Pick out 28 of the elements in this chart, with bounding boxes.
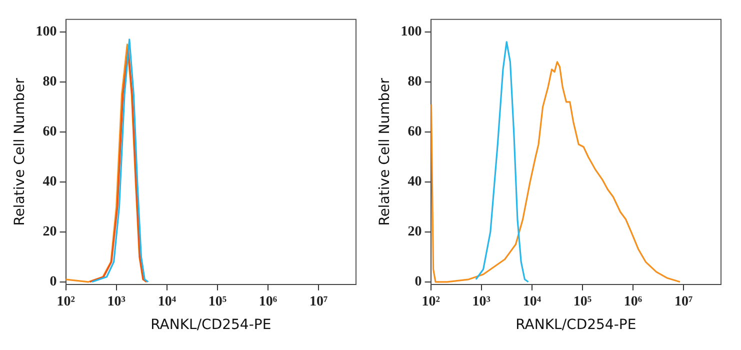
x-tick-label: 10³ — [107, 294, 126, 310]
x-tick-label: 10⁴ — [158, 294, 177, 310]
y-tick-label: 100 — [36, 24, 57, 40]
y-tick-label: 60 — [408, 124, 422, 140]
x-axis-title: RANKL/CD254-PE — [150, 317, 272, 334]
y-axis-title: Relative Cell Number — [12, 78, 28, 226]
y-tick-label: 60 — [42, 124, 57, 140]
y-axis-title: Relative Cell Number — [377, 78, 394, 226]
y-tick-label: 0 — [414, 274, 422, 290]
x-axis-title: RANKL/CD254-PE — [516, 317, 636, 334]
x-tick-label: 10⁴ — [522, 294, 542, 310]
x-tick-label: 10² — [56, 294, 75, 310]
y-tick-label: 0 — [50, 274, 57, 290]
y-tick-label: 20 — [408, 224, 422, 240]
y-tick-label: 40 — [408, 174, 422, 190]
x-tick-label: 10⁵ — [573, 294, 592, 310]
x-tick-label: 10⁶ — [624, 294, 642, 310]
x-tick-label: 10⁵ — [208, 294, 227, 310]
y-tick-label: 40 — [42, 174, 57, 190]
x-tick-label: 10³ — [472, 294, 490, 310]
x-tick-label: 10² — [422, 294, 440, 310]
x-tick-label: 10⁶ — [258, 294, 278, 310]
x-tick-label: 10⁷ — [309, 294, 328, 310]
y-tick-label: 80 — [408, 74, 422, 90]
x-tick-label: 10⁷ — [674, 294, 693, 310]
y-tick-label: 20 — [42, 224, 57, 240]
y-tick-label: 80 — [42, 74, 57, 90]
y-tick-label: 100 — [400, 24, 422, 40]
